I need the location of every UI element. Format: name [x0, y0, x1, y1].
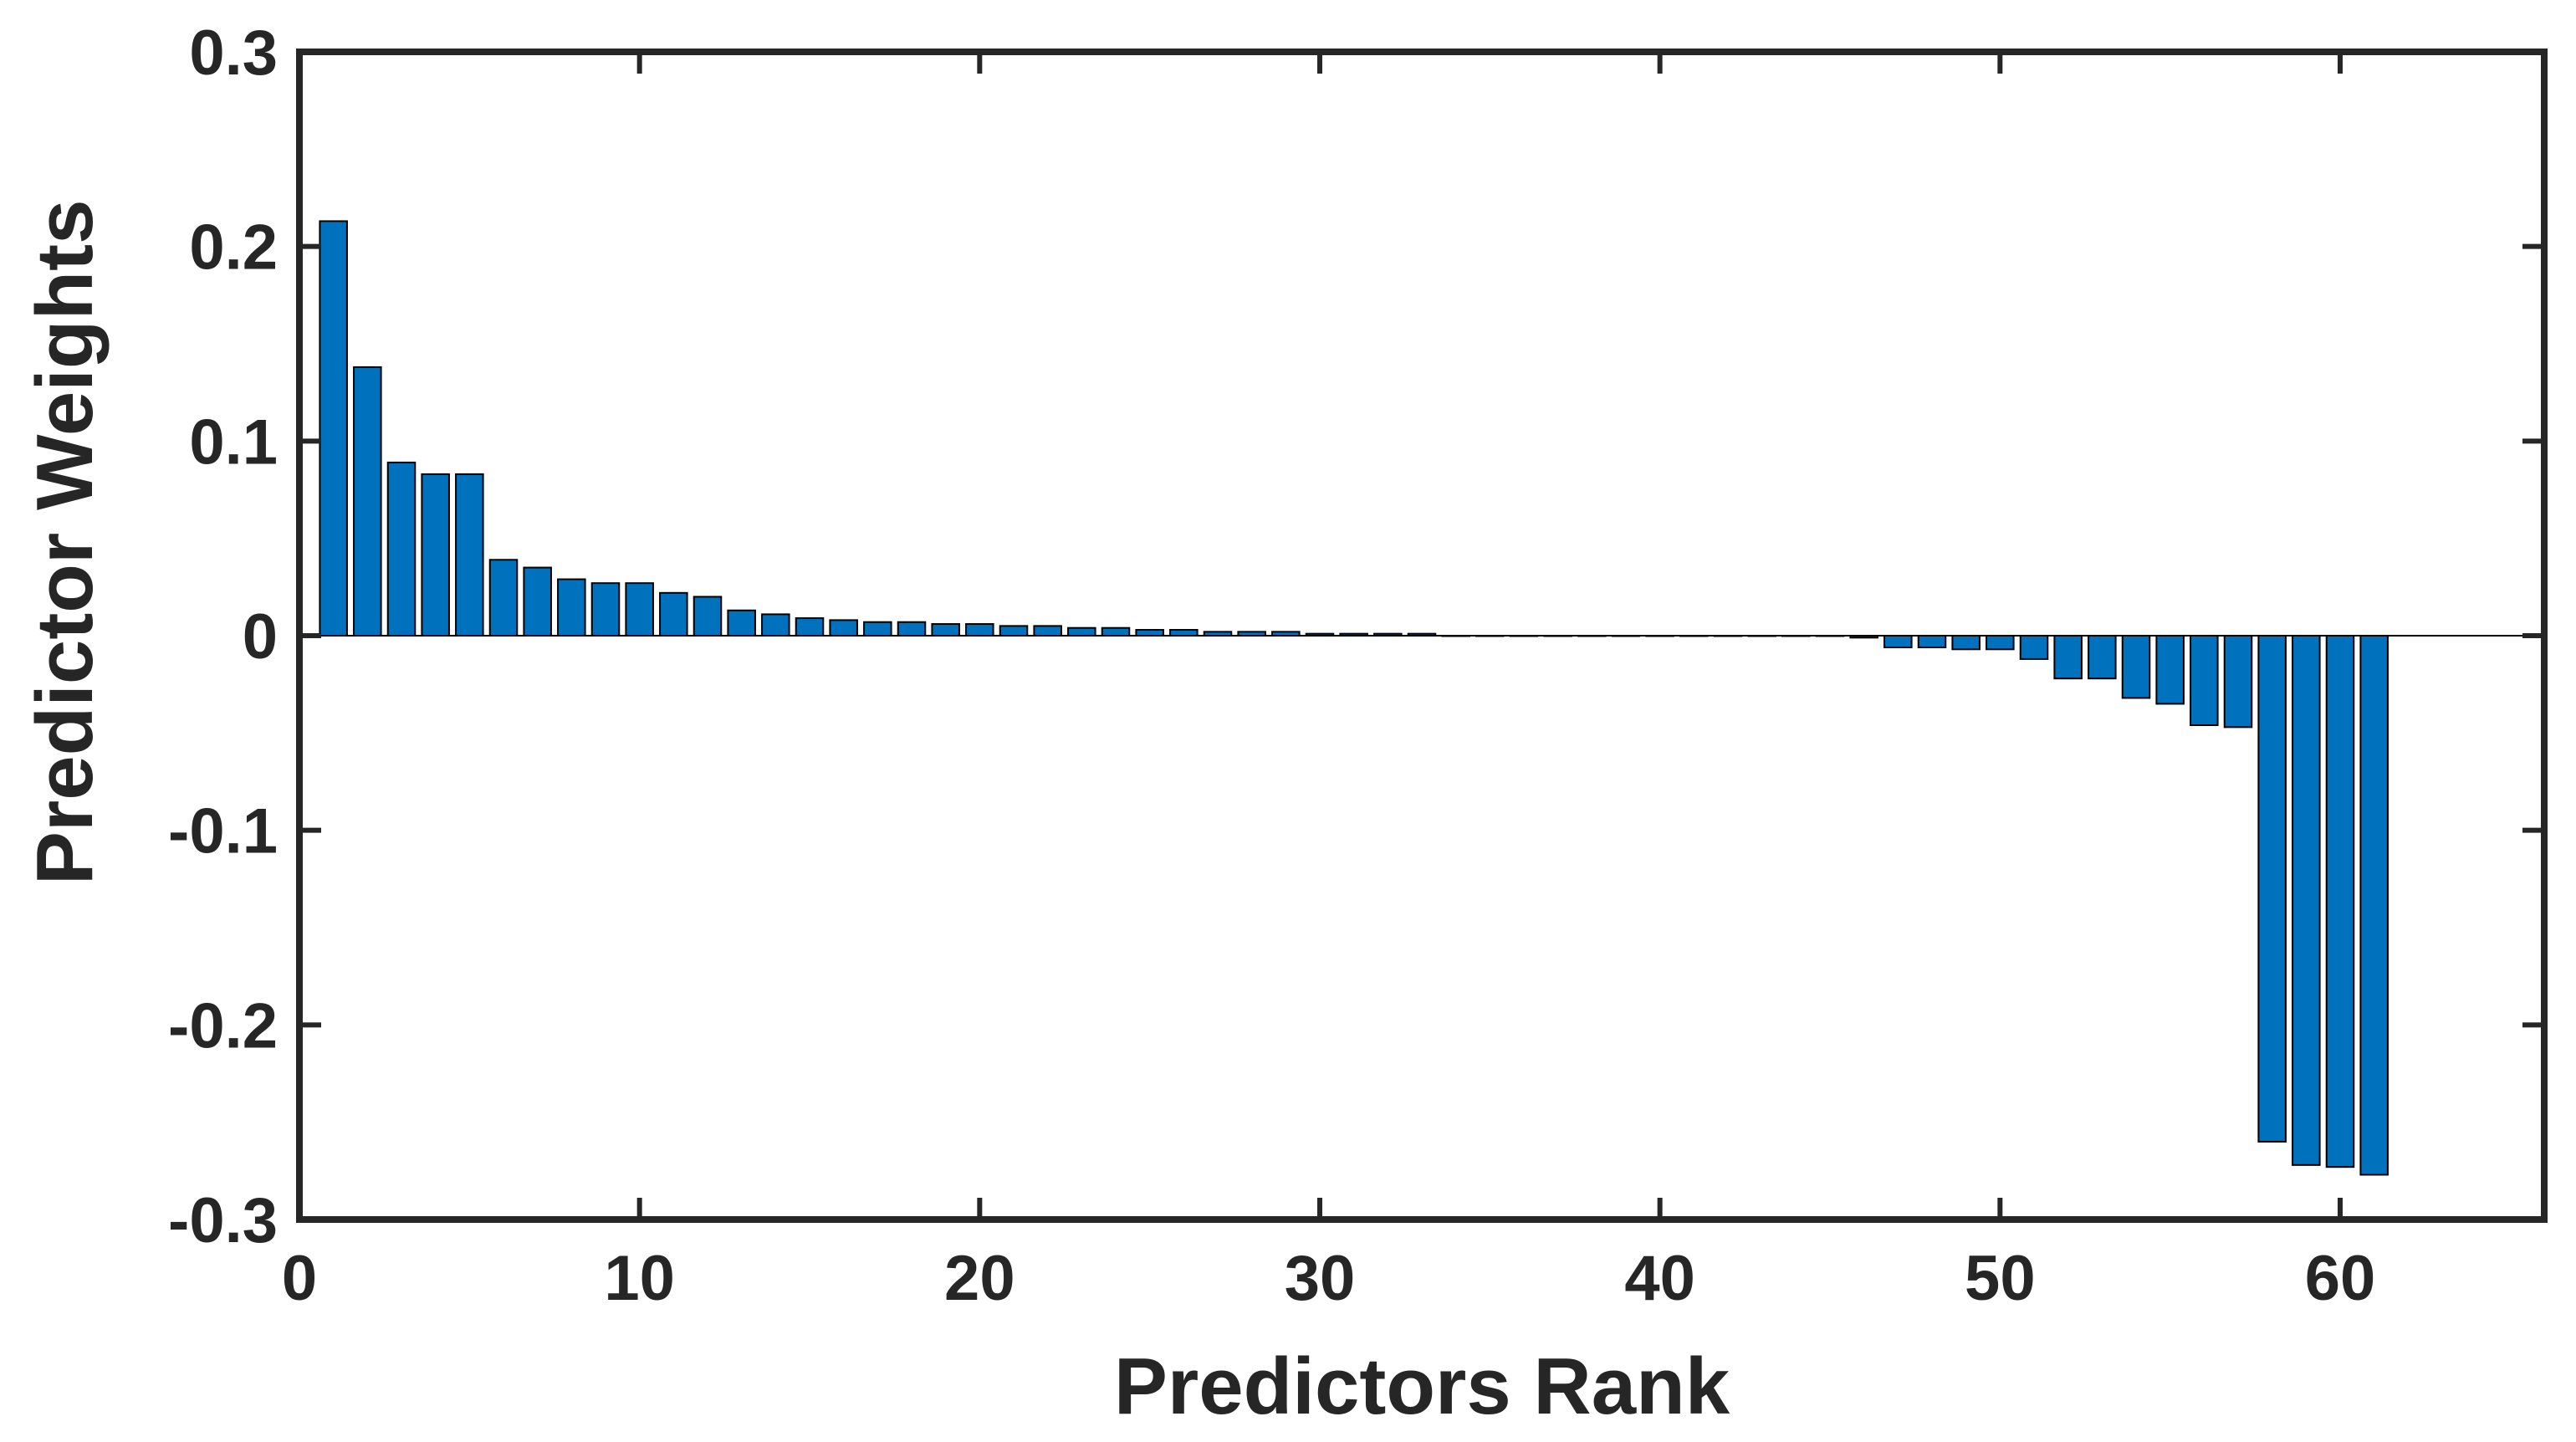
bar-rank-2 — [353, 366, 382, 637]
bar-rank-25 — [1135, 629, 1164, 637]
bar-rank-18 — [897, 621, 927, 637]
x-tick-label: 20 — [944, 1243, 1015, 1314]
bar-rank-10 — [625, 582, 654, 637]
bar-rank-7 — [523, 566, 552, 637]
bar-rank-47 — [1883, 635, 1913, 648]
bar-rank-51 — [2019, 635, 2049, 660]
ticks-layer — [297, 49, 2544, 1222]
bar-rank-19 — [931, 623, 960, 637]
bar-rank-5 — [455, 473, 484, 637]
bar-rank-58 — [2257, 635, 2287, 1143]
bar-rank-49 — [1951, 635, 1981, 651]
x-tick-label: 10 — [604, 1243, 675, 1314]
bar-rank-54 — [2121, 635, 2151, 699]
y-tick-label: 0.2 — [189, 212, 278, 284]
bar-rank-26 — [1169, 629, 1199, 637]
bar-rank-52 — [2053, 635, 2083, 680]
bar-rank-1 — [319, 220, 348, 637]
bar-rank-13 — [727, 609, 756, 637]
bar-rank-57 — [2223, 635, 2253, 729]
bar-rank-14 — [761, 613, 790, 637]
x-tick-label: 30 — [1285, 1243, 1356, 1314]
bar-rank-20 — [965, 623, 994, 637]
bar-rank-50 — [1986, 635, 2015, 651]
bar-rank-22 — [1033, 625, 1062, 637]
x-tick-label: 40 — [1624, 1243, 1695, 1314]
y-tick-label: -0.2 — [168, 990, 278, 1061]
bars-layer — [319, 220, 2389, 1176]
bar-rank-15 — [795, 617, 825, 637]
y-tick-label: -0.1 — [168, 796, 278, 867]
bar-rank-56 — [2190, 635, 2219, 727]
tick-labels-layer: 0 10 20 30 40 50 60 -0.3 -0.2 -0.1 0 0.1 0.2 0.3 — [168, 18, 2375, 1314]
bar-rank-16 — [829, 619, 858, 637]
bar-rank-3 — [386, 461, 417, 637]
y-axis-title: Predictor Weights — [20, 199, 110, 885]
bar-rank-48 — [1917, 635, 1947, 648]
bar-rank-61 — [2359, 635, 2389, 1176]
y-tick-label: 0.1 — [189, 407, 278, 478]
bar-rank-59 — [2292, 635, 2321, 1166]
x-tick-label: 0 — [282, 1243, 317, 1314]
y-tick-label: 0.3 — [189, 18, 278, 89]
x-tick-label: 50 — [1965, 1243, 2036, 1314]
bar-rank-24 — [1101, 626, 1131, 637]
bar-rank-55 — [2155, 635, 2185, 705]
bar-rank-60 — [2325, 635, 2355, 1168]
bar-rank-12 — [693, 596, 723, 637]
bar-rank-8 — [557, 578, 586, 637]
x-axis-title: Predictors Rank — [1114, 1342, 1730, 1431]
bar-rank-11 — [659, 591, 688, 637]
bar-rank-53 — [2088, 635, 2117, 680]
bar-rank-23 — [1067, 626, 1096, 637]
x-tick-label: 60 — [2305, 1243, 2376, 1314]
bar-rank-9 — [590, 582, 621, 637]
bar-rank-4 — [421, 473, 450, 637]
bar-rank-6 — [488, 559, 519, 637]
y-tick-label: 0 — [243, 601, 278, 672]
y-tick-label: -0.3 — [168, 1185, 278, 1256]
bar-rank-17 — [863, 621, 892, 637]
bar-rank-21 — [999, 625, 1029, 637]
